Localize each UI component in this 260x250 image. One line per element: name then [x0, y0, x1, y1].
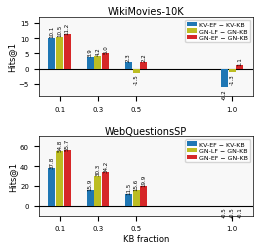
Bar [229, 69, 236, 73]
Text: -6.2: -6.2 [222, 89, 227, 99]
Legend: KV-EF − KV-KB, GN-LF − GN-KB, GN-EF − GN-KB: KV-EF − KV-KB, GN-LF − GN-KB, GN-EF − GN… [185, 21, 250, 43]
Bar [94, 56, 101, 69]
Bar [140, 186, 147, 206]
Text: -0.5: -0.5 [230, 206, 235, 217]
Y-axis label: Hits@1: Hits@1 [7, 42, 16, 72]
Text: -0.1: -0.1 [237, 206, 242, 217]
Text: 19.9: 19.9 [141, 174, 146, 186]
Text: 55.7: 55.7 [65, 138, 70, 151]
Legend: KV-EF − KV-KB, GN-LF − GN-KB, GN-EF − GN-KB: KV-EF − KV-KB, GN-LF − GN-KB, GN-EF − GN… [185, 140, 250, 162]
Text: 2.2: 2.2 [141, 53, 146, 62]
Title: WikiMovies-10K: WikiMovies-10K [108, 7, 184, 17]
Bar [125, 62, 132, 69]
Text: 30.3: 30.3 [95, 164, 100, 176]
Text: 4.2: 4.2 [95, 47, 100, 56]
Bar [236, 66, 243, 69]
Text: 5.0: 5.0 [103, 45, 108, 54]
Bar [102, 54, 109, 69]
Bar [133, 69, 140, 74]
Bar [125, 194, 132, 206]
Text: 15.9: 15.9 [88, 178, 93, 190]
X-axis label: KB fraction: KB fraction [123, 234, 169, 243]
Text: 1.1: 1.1 [237, 56, 242, 65]
Bar [87, 190, 94, 206]
Bar [64, 35, 71, 69]
Text: 34.2: 34.2 [103, 160, 108, 172]
Bar [221, 69, 228, 88]
Bar [140, 62, 147, 69]
Text: -1.5: -1.5 [134, 74, 139, 85]
Text: 3.9: 3.9 [88, 48, 93, 57]
Y-axis label: Hits@1: Hits@1 [8, 161, 17, 191]
Bar [56, 38, 63, 69]
Bar [56, 152, 63, 206]
Bar [102, 172, 109, 206]
Text: 10.1: 10.1 [49, 26, 54, 38]
Bar [64, 151, 71, 206]
Bar [133, 190, 140, 206]
Bar [48, 168, 55, 206]
Text: -1.3: -1.3 [230, 74, 235, 85]
Bar [94, 176, 101, 206]
Title: WebQuestionsSP: WebQuestionsSP [105, 126, 187, 136]
Text: 10.5: 10.5 [57, 24, 62, 37]
Text: 37.8: 37.8 [49, 156, 54, 168]
Bar [48, 38, 55, 69]
Bar [87, 58, 94, 69]
Text: 54.8: 54.8 [57, 140, 62, 151]
Text: 15.6: 15.6 [134, 178, 139, 190]
Text: 11.5: 11.5 [126, 182, 131, 194]
Text: -0.5: -0.5 [222, 206, 227, 217]
Text: 11.2: 11.2 [65, 22, 70, 35]
Text: 2.3: 2.3 [126, 53, 131, 62]
